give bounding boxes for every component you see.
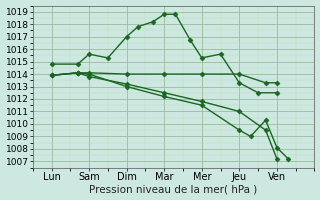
- X-axis label: Pression niveau de la mer( hPa ): Pression niveau de la mer( hPa ): [90, 184, 258, 194]
